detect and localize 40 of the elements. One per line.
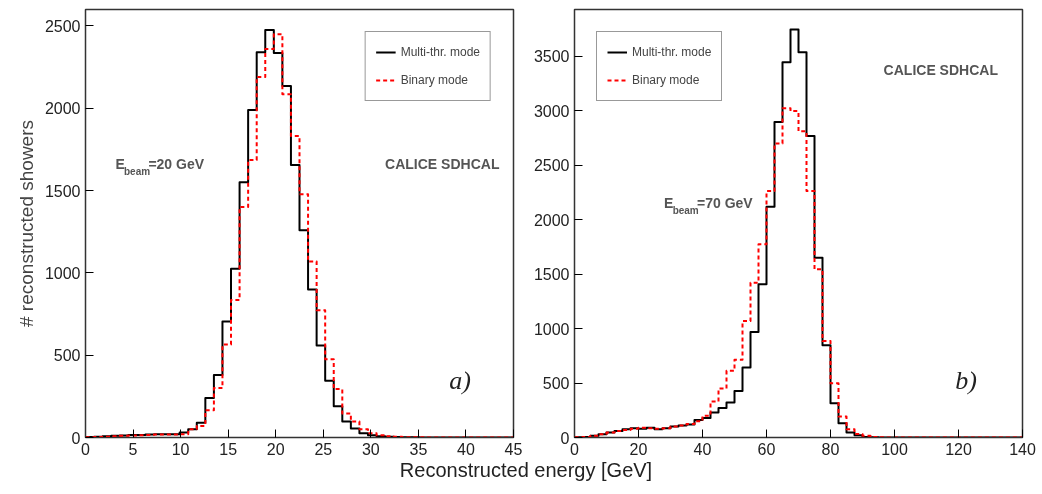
y-tick-label: 3500 [533,48,570,66]
x-tick-label: 120 [945,440,972,458]
y-tick-label: 2000 [533,211,570,229]
x-tick-label: 45 [504,440,523,458]
annotation: a) [449,365,471,395]
x-tick-label: 30 [361,440,380,458]
y-tick-label: 2500 [533,157,570,175]
x-tick-label: 20 [266,440,285,458]
y-tick-label: 0 [560,429,570,447]
x-tick-label: 10 [171,440,190,458]
legend-label: Multi-thr. mode [632,45,712,59]
legend-label: Binary mode [400,73,469,87]
y-tick-label: 0 [71,429,81,447]
y-tick-label: 1000 [533,320,570,338]
legend-label: Binary mode [632,73,700,87]
y-tick-label: 2000 [44,100,81,118]
y-tick-label: 500 [53,347,81,365]
annotation: b) [955,365,977,395]
y-tick-label: 1500 [533,266,570,284]
x-tick-label: 5 [128,440,138,458]
legend-label: Multi-thr. mode [400,45,480,59]
x-tick-label: 20 [629,440,648,458]
y-tick-label: 2500 [44,17,81,35]
x-tick-label: 40 [457,440,475,458]
x-tick-label: 15 [219,440,238,458]
x-axis-title: Reconstructed energy [GeV] [399,458,653,483]
x-tick-label: 140 [1009,440,1036,458]
x-tick-label: 60 [757,440,776,458]
y-axis-title: # reconstructed showers [15,119,37,327]
annotation: CALICE SDHCAL [385,156,500,173]
x-tick-label: 100 [881,440,908,458]
y-tick-label: 3000 [533,102,570,120]
y-tick-label: 1500 [44,182,81,200]
y-tick-label: 500 [542,375,570,393]
x-tick-label: 25 [314,440,333,458]
y-tick-label: 1000 [44,264,81,282]
annotation: CALICE SDHCAL [883,61,999,78]
x-tick-label: 40 [693,440,712,458]
x-tick-label: 80 [821,440,840,458]
x-tick-label: 35 [409,440,428,458]
